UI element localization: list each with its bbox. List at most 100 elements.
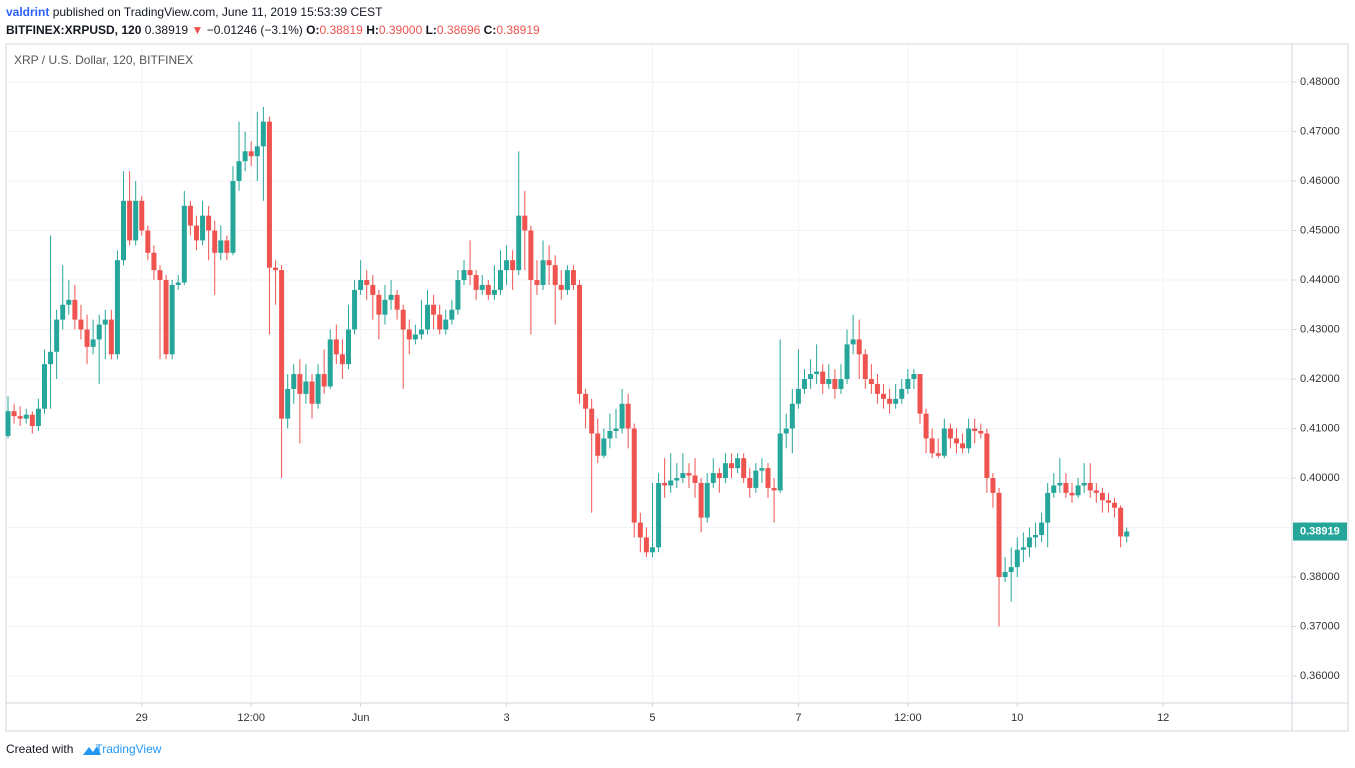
open-label: O: <box>306 23 320 37</box>
candle-body <box>789 403 795 429</box>
candle-body <box>449 309 455 320</box>
candle-body <box>826 379 832 384</box>
candle-body <box>753 470 759 488</box>
candle-body <box>327 339 333 387</box>
candle-body <box>668 480 674 486</box>
candle-body <box>206 215 212 231</box>
candle-body <box>674 478 680 481</box>
high-label: H: <box>366 23 379 37</box>
candle-body <box>972 428 978 431</box>
candle-body <box>1093 490 1099 493</box>
close: 0.38919 <box>496 23 540 37</box>
candle-body <box>291 374 297 389</box>
author[interactable]: valdrint <box>6 5 50 19</box>
candle-body <box>558 284 564 290</box>
candle-body <box>17 416 23 419</box>
candle-body <box>425 304 431 330</box>
candle-body <box>297 374 303 394</box>
candle-body <box>72 299 78 320</box>
candle-body <box>315 374 321 404</box>
candle-body <box>479 284 485 290</box>
symbol: BITFINEX:XRPUSD, 120 <box>6 23 142 37</box>
candle-body <box>364 280 370 285</box>
candle-body <box>412 334 418 340</box>
y-tick-label: 0.41000 <box>1300 422 1340 434</box>
candle-body <box>382 299 388 315</box>
candle-body <box>710 473 716 483</box>
candle-body <box>765 468 771 488</box>
candle-body <box>862 354 868 380</box>
candle-body <box>808 374 814 380</box>
y-tick-label: 0.44000 <box>1300 274 1340 286</box>
candle-body <box>394 294 400 310</box>
x-tick-label: 12 <box>1157 712 1169 724</box>
y-tick-label: 0.42000 <box>1300 373 1340 385</box>
x-tick-label: Jun <box>352 712 370 724</box>
candle-body <box>163 280 169 355</box>
candle-body <box>850 339 856 345</box>
candle-body <box>887 398 893 404</box>
candle-body <box>388 294 394 300</box>
candle-body <box>777 433 783 491</box>
x-tick-label: 10 <box>1011 712 1023 724</box>
candle-body <box>540 260 546 285</box>
candle-body <box>801 379 807 389</box>
candle-body <box>102 319 108 325</box>
last-price-box <box>1293 522 1347 541</box>
logo <box>83 746 101 755</box>
change: −0.01246 (−3.1%) <box>206 23 303 37</box>
candle-body <box>1112 502 1118 508</box>
candle-body <box>1026 537 1032 548</box>
candle-body <box>552 265 558 285</box>
candle-body <box>680 473 686 479</box>
candle-body <box>929 438 935 454</box>
candle-body <box>747 478 753 488</box>
candle-body <box>127 200 133 241</box>
candle-body <box>1008 567 1014 573</box>
candle-body <box>497 270 503 290</box>
candle-body <box>577 284 583 394</box>
candle-body <box>260 121 266 147</box>
candle-body <box>917 374 923 414</box>
x-tick-label: 7 <box>795 712 801 724</box>
candle-body <box>601 438 607 456</box>
candle-body <box>984 433 990 479</box>
candle-body <box>437 314 443 330</box>
candle-body <box>990 478 996 493</box>
candle-body <box>771 487 777 491</box>
candle-body <box>230 181 236 253</box>
y-tick-label: 0.47000 <box>1300 125 1340 137</box>
candle-body <box>358 280 364 290</box>
chart-title: XRP / U.S. Dollar, 120, BITFINEX <box>14 53 193 67</box>
candle-body <box>820 371 826 384</box>
candle-body <box>23 414 29 419</box>
candle-body <box>108 319 114 355</box>
x-tick-label: 3 <box>503 712 509 724</box>
candle-body <box>467 270 473 276</box>
last: 0.38919 <box>144 23 189 37</box>
candle-body <box>78 319 84 330</box>
candle-body <box>625 403 631 429</box>
candle-body <box>947 428 953 439</box>
published: published on TradingView.com, June 11, 2… <box>52 5 383 19</box>
candle-body <box>832 379 838 389</box>
brand[interactable]: TradingView <box>95 742 162 756</box>
candle-body <box>400 309 406 330</box>
candle-body <box>516 215 522 271</box>
candle-body <box>564 270 570 290</box>
symbol-line: BITFINEX:XRPUSD, 120 0.38919 ▼ −0.01246 … <box>6 23 540 37</box>
candle-body <box>41 364 47 409</box>
candle-body <box>60 304 66 320</box>
candle-body <box>121 200 127 261</box>
candle-body <box>1081 482 1087 486</box>
candle-body <box>534 280 540 285</box>
candle-body <box>741 458 747 479</box>
candle-body <box>303 381 309 394</box>
candle-body <box>729 463 735 469</box>
candle-body <box>339 354 345 365</box>
candle-body <box>704 482 710 518</box>
candle-body <box>333 339 339 355</box>
candle-body <box>485 284 491 295</box>
